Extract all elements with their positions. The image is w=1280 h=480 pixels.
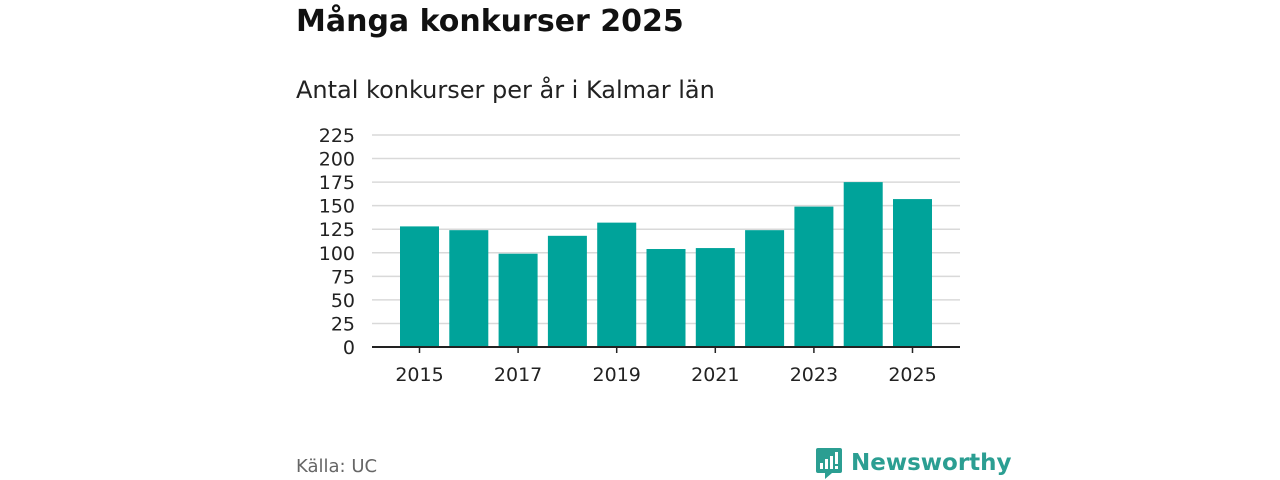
chart-title: Många konkurser 2025 xyxy=(296,4,684,39)
bar-2017 xyxy=(498,253,538,347)
y-tick-label-175: 175 xyxy=(319,172,355,194)
x-tick-label-2015: 2015 xyxy=(395,364,443,386)
y-tick-label-125: 125 xyxy=(319,219,355,241)
bar-2021 xyxy=(695,248,735,347)
x-tick-label-2025: 2025 xyxy=(888,364,936,386)
brand-name: Newsworthy xyxy=(851,450,1012,476)
chart-subtitle: Antal konkurser per år i Kalmar län xyxy=(296,76,715,104)
bar-2020 xyxy=(646,249,686,347)
y-tick-label-75: 75 xyxy=(331,266,355,288)
x-tick-label-2019: 2019 xyxy=(593,364,641,386)
bar-2015 xyxy=(400,226,439,347)
bar-2025 xyxy=(893,199,932,347)
bar-2022 xyxy=(745,230,785,347)
y-tick-label-25: 25 xyxy=(331,313,355,335)
x-tick-label-2021: 2021 xyxy=(691,364,739,386)
source-note: Källa: UC xyxy=(296,456,378,477)
y-tick-label-50: 50 xyxy=(331,290,355,312)
x-axis-ticks: 2015 2017 2019 2021 2023 2025 xyxy=(395,347,937,386)
bar-2019 xyxy=(597,222,637,347)
y-tick-label-100: 100 xyxy=(319,243,355,265)
bar-2024 xyxy=(843,182,883,347)
y-tick-label-150: 150 xyxy=(319,196,355,218)
bar-2016 xyxy=(449,230,489,347)
newsworthy-brand: Newsworthy xyxy=(815,446,1012,480)
y-tick-label-225: 225 xyxy=(319,125,355,147)
y-tick-label-200: 200 xyxy=(319,149,355,171)
bars xyxy=(400,182,932,347)
bar-2023 xyxy=(794,206,834,347)
newsworthy-logo-icon xyxy=(816,448,842,479)
x-tick-label-2023: 2023 xyxy=(790,364,838,386)
y-tick-label-0: 0 xyxy=(343,337,355,359)
bar-2018 xyxy=(547,235,587,347)
x-tick-label-2017: 2017 xyxy=(494,364,542,386)
